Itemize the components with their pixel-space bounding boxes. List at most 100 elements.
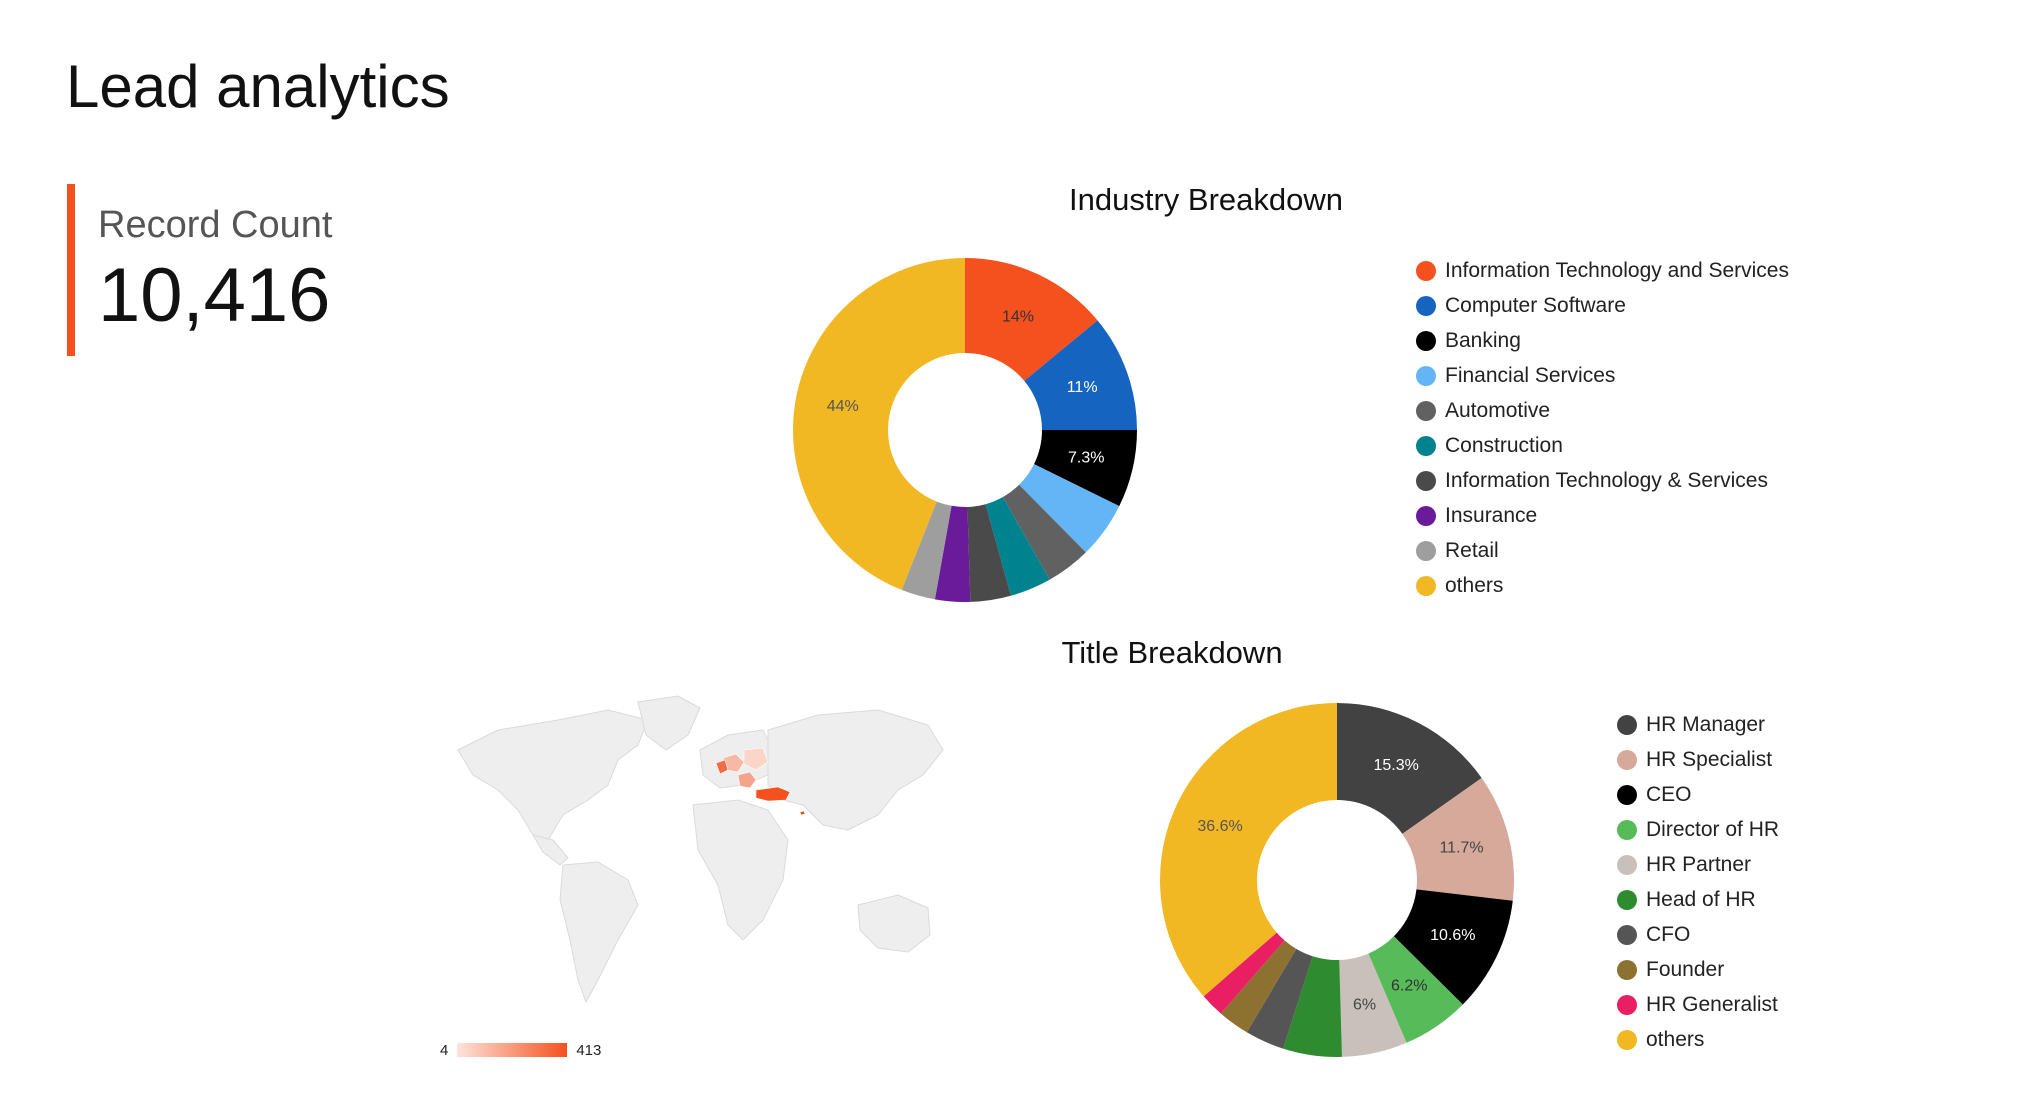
title-legend-item-hr-specialist[interactable]: HR Specialist [1617,742,1779,777]
legend-swatch [1416,260,1436,281]
legend-swatch [1617,889,1637,910]
title-slice-cfo[interactable] [1246,948,1313,1049]
industry-legend-item-insurance[interactable]: Insurance [1416,498,1789,533]
industry-legend-item-financial-services[interactable]: Financial Services [1416,358,1789,393]
map-greenland [637,695,701,751]
title-slice-hr-manager[interactable] [1337,703,1482,834]
industry-donut-chart: 14% 11% 7.3% 44% [792,258,1137,602]
industry-legend-item-information-technology-and-services[interactable]: Information Technology & Services [1416,463,1789,498]
industry-legend: Information Technology and Services Compu… [1416,253,1789,603]
industry-slice-banking[interactable] [1034,430,1137,507]
map-asia [767,709,944,831]
title-legend-item-hr-manager[interactable]: HR Manager [1617,707,1779,742]
legend-swatch [1416,540,1436,561]
legend-label: HR Specialist [1646,747,1773,771]
title-legend-item-others[interactable]: others [1617,1022,1779,1057]
map-africa [692,799,789,941]
title-donut-chart: 15.3% 11.7% 10.6% 6.2% 6% 36.6% [1160,703,1514,1057]
title-legend-item-hr-generalist[interactable]: HR Generalist [1617,987,1779,1022]
legend-swatch [1617,854,1637,875]
legend-label: Banking [1445,328,1521,352]
title-legend-item-founder[interactable]: Founder [1617,952,1779,987]
title-slice-others[interactable] [1160,703,1337,997]
title-slice-founder[interactable] [1220,940,1297,1033]
industry-slice-construction[interactable] [985,497,1050,596]
industry-chart-title: Industry Breakdown [1069,182,1343,217]
title-legend-item-director-of-hr[interactable]: Director of HR [1617,812,1779,847]
title-slice-ceo[interactable] [1393,889,1513,1005]
map-country-uae [799,810,806,816]
legend-swatch [1416,575,1436,596]
map-country-balkans [737,771,757,789]
industry-slice-financial-services[interactable] [1019,464,1120,553]
title-slice-hr-specialist[interactable] [1402,777,1514,901]
legend-label: Construction [1445,433,1563,457]
industry-slice-information-technology-and-services[interactable] [965,258,1098,381]
title-legend-item-cfo[interactable]: CFO [1617,917,1779,952]
legend-swatch [1617,819,1637,840]
legend-swatch [1416,505,1436,526]
legend-label: Information Technology & Services [1445,468,1768,492]
map-color-scale: 4 413 [440,1040,601,1060]
legend-swatch [1416,470,1436,491]
legend-label: Head of HR [1646,887,1756,911]
industry-slice-automotive[interactable] [1002,484,1086,580]
record-count-scorecard: Record Count 10,416 [67,184,455,356]
map-north-america [457,709,649,841]
scorecard-label: Record Count [98,204,333,246]
scale-max-label: 413 [576,1041,602,1059]
legend-label: Director of HR [1646,817,1780,841]
title-slice-label-hr-specialist: 11.7% [1439,840,1483,857]
legend-swatch [1416,400,1436,421]
industry-slice-information-technology-and-services[interactable] [967,504,1011,602]
legend-swatch [1617,959,1637,980]
world-map [457,695,944,1004]
title-legend: HR Manager HR Specialist CEO Director of HR… [1617,707,1779,1057]
industry-slice-others[interactable] [792,258,965,590]
map-australia [857,894,931,953]
title-slice-label-hr-manager: 15.3% [1373,757,1418,774]
title-slice-label-hr-partner: 6% [1353,997,1376,1014]
title-legend-item-head-of-hr[interactable]: Head of HR [1617,882,1779,917]
title-slice-head-of-hr[interactable] [1283,956,1342,1057]
legend-swatch [1416,435,1436,456]
title-slice-label-ceo: 10.6% [1430,927,1475,944]
industry-slice-label-others: 44% [827,398,859,415]
legend-swatch [1617,924,1637,945]
legend-swatch [1416,330,1436,351]
legend-label: CEO [1646,782,1692,806]
legend-label: others [1445,573,1504,597]
map-south-america [559,861,639,1004]
title-legend-item-hr-partner[interactable]: HR Partner [1617,847,1779,882]
title-chart-title: Title Breakdown [1061,635,1283,670]
industry-legend-item-retail[interactable]: Retail [1416,533,1789,568]
industry-slice-retail[interactable] [901,501,952,600]
industry-slice-insurance[interactable] [934,505,971,602]
industry-slice-label-information-technology-and-services: 14% [1002,309,1034,326]
industry-legend-item-information-technology-and-services[interactable]: Information Technology and Services [1416,253,1789,288]
scorecard-value: 10,416 [98,253,331,338]
legend-label: Financial Services [1445,363,1616,387]
map-country-germany [715,759,729,775]
page-title: Lead analytics [66,53,450,120]
title-legend-item-ceo[interactable]: CEO [1617,777,1779,812]
title-slice-hr-partner[interactable] [1339,953,1407,1057]
title-slice-director-of-hr[interactable] [1368,936,1463,1043]
scale-min-label: 4 [440,1041,449,1059]
legend-swatch [1416,295,1436,316]
legend-swatch [1416,365,1436,386]
industry-legend-item-computer-software[interactable]: Computer Software [1416,288,1789,323]
industry-legend-item-automotive[interactable]: Automotive [1416,393,1789,428]
industry-legend-item-others[interactable]: others [1416,568,1789,603]
industry-legend-item-banking[interactable]: Banking [1416,323,1789,358]
legend-label: Automotive [1445,398,1551,422]
map-country-eastern-europe [743,747,769,771]
map-central-america [531,834,569,866]
industry-legend-item-construction[interactable]: Construction [1416,428,1789,463]
legend-label: Computer Software [1445,293,1626,317]
title-slice-label-director-of-hr: 6.2% [1391,977,1427,994]
legend-label: others [1646,1027,1705,1051]
industry-slice-computer-software[interactable] [1024,320,1137,430]
legend-swatch [1617,1029,1637,1050]
title-slice-hr-generalist[interactable] [1203,932,1285,1014]
